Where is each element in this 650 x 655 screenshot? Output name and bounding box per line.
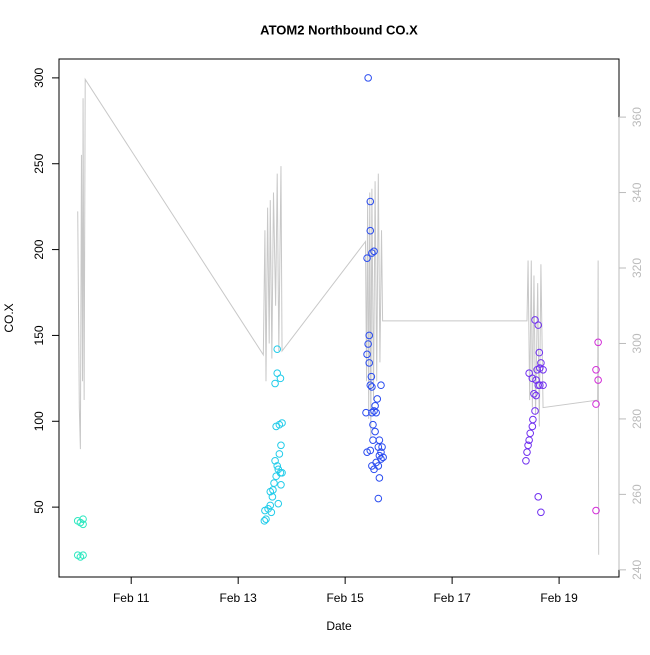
- y2-tick-label: 280: [630, 409, 644, 429]
- y-tick-label: 200: [32, 239, 46, 259]
- data-point: [522, 456, 530, 465]
- data-point: [271, 456, 279, 465]
- data-point: [363, 350, 371, 359]
- data-point: [528, 422, 537, 431]
- data-point: [377, 448, 385, 456]
- data-point: [277, 481, 285, 489]
- y2-tick-label: 260: [630, 484, 644, 504]
- data-point: [363, 448, 371, 456]
- data-point: [370, 465, 378, 474]
- data-point: [534, 493, 543, 501]
- data-point: [262, 515, 270, 523]
- data-point: [79, 551, 87, 559]
- data-point: [362, 408, 370, 417]
- data-point: [537, 359, 545, 367]
- data-point: [370, 247, 378, 256]
- data-point: [278, 468, 286, 477]
- data-point: [375, 474, 384, 482]
- x-tick-label: Feb 15: [326, 591, 364, 605]
- y2-tick-label: 360: [630, 107, 644, 127]
- data-point: [592, 400, 600, 408]
- data-point: [366, 197, 375, 206]
- y2-tick-label: 240: [630, 559, 644, 579]
- data-point: [533, 365, 541, 374]
- data-point: [532, 391, 540, 400]
- data-point: [365, 331, 374, 340]
- data-point: [363, 254, 371, 262]
- data-point: [536, 381, 544, 390]
- data-point: [537, 508, 545, 517]
- data-point: [367, 372, 376, 381]
- x-tick-label: Feb 11: [113, 591, 150, 605]
- y-tick-label: 100: [32, 411, 46, 431]
- data-point: [368, 383, 376, 391]
- data-line: [77, 77, 600, 555]
- data-point: [368, 249, 376, 257]
- data-point: [79, 515, 87, 523]
- data-point: [278, 419, 286, 427]
- data-point: [379, 453, 387, 462]
- x-tick-label: Feb 17: [433, 591, 471, 605]
- data-point: [592, 506, 600, 515]
- x-tick-label: Feb 19: [540, 591, 578, 605]
- data-point: [267, 508, 276, 517]
- y2-tick-label: 300: [630, 333, 644, 353]
- data-point: [594, 338, 602, 347]
- data-point: [364, 340, 372, 348]
- x-axis-label: Date: [326, 619, 352, 633]
- data-point: [525, 436, 533, 444]
- data-point: [531, 407, 539, 415]
- data-point: [270, 479, 278, 487]
- y2-tick-label: 320: [630, 258, 644, 278]
- data-point: [276, 374, 285, 383]
- data-point: [365, 359, 374, 367]
- data-point: [260, 517, 269, 525]
- chart-title: ATOM2 Northbound CO.X: [260, 22, 418, 37]
- data-point: [275, 450, 284, 458]
- data-point: [366, 381, 375, 390]
- data-point: [375, 451, 384, 460]
- y-tick-label: 300: [32, 68, 46, 88]
- data-point: [364, 74, 372, 82]
- data-point: [371, 427, 379, 436]
- data-point: [532, 376, 540, 384]
- data-point: [592, 365, 600, 374]
- data-point: [271, 379, 279, 388]
- data-point: [369, 420, 377, 429]
- data-point: [274, 499, 283, 508]
- data-point: [368, 408, 376, 417]
- data-point: [372, 408, 380, 417]
- data-point: [374, 494, 383, 503]
- y-tick-label: 150: [32, 325, 46, 345]
- data-point: [370, 407, 378, 415]
- y2-tick-label: 340: [630, 182, 644, 202]
- data-point: [534, 321, 543, 329]
- data-point: [539, 365, 547, 374]
- data-point: [535, 348, 544, 357]
- data-point: [273, 345, 282, 353]
- data-point: [273, 462, 282, 470]
- x-tick-label: Feb 13: [219, 591, 257, 605]
- data-point: [539, 381, 547, 390]
- data-point: [79, 520, 87, 529]
- data-point: [378, 443, 386, 451]
- data-point: [528, 374, 537, 383]
- y-axis-label: CO.X: [2, 303, 16, 332]
- data-point: [377, 381, 385, 390]
- data-point: [523, 448, 531, 456]
- y-tick-label: 250: [32, 153, 46, 173]
- data-point: [366, 226, 375, 235]
- data-point: [373, 395, 382, 403]
- data-point: [594, 376, 602, 384]
- data-point: [530, 390, 538, 398]
- data-point: [266, 487, 275, 496]
- data-point: [277, 441, 285, 450]
- y-tick-label: 50: [32, 500, 46, 514]
